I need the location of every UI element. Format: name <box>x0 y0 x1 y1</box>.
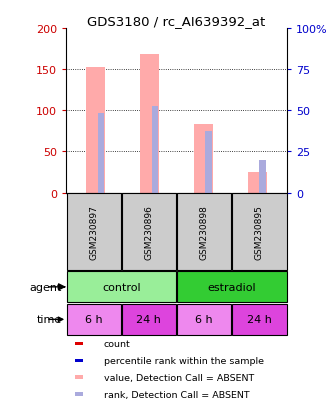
Text: 24 h: 24 h <box>247 315 272 325</box>
Bar <box>177 304 231 335</box>
Bar <box>232 194 286 270</box>
Bar <box>86 68 105 193</box>
Text: 6 h: 6 h <box>195 315 213 325</box>
Text: GSM230897: GSM230897 <box>89 205 98 259</box>
Text: count: count <box>104 339 130 348</box>
Bar <box>98 114 104 193</box>
Text: time: time <box>36 315 62 325</box>
Text: percentile rank within the sample: percentile rank within the sample <box>104 356 264 365</box>
Text: estradiol: estradiol <box>208 282 256 292</box>
Text: agent: agent <box>29 282 62 292</box>
Bar <box>75 342 83 345</box>
Text: GSM230898: GSM230898 <box>200 205 209 259</box>
Bar <box>140 55 159 193</box>
Title: GDS3180 / rc_AI639392_at: GDS3180 / rc_AI639392_at <box>87 15 266 28</box>
Bar <box>248 173 267 193</box>
Text: control: control <box>102 282 141 292</box>
Bar <box>194 125 213 193</box>
Bar <box>67 194 121 270</box>
Bar <box>177 272 286 303</box>
Bar <box>75 358 83 362</box>
Bar <box>206 132 212 193</box>
Bar <box>122 194 176 270</box>
Text: GSM230895: GSM230895 <box>255 205 264 259</box>
Bar <box>67 272 176 303</box>
Text: value, Detection Call = ABSENT: value, Detection Call = ABSENT <box>104 373 254 382</box>
Text: 24 h: 24 h <box>137 315 161 325</box>
Bar <box>67 304 121 335</box>
Bar <box>75 392 83 396</box>
Text: rank, Detection Call = ABSENT: rank, Detection Call = ABSENT <box>104 389 249 399</box>
Bar <box>151 107 158 193</box>
Bar <box>232 304 286 335</box>
Text: GSM230896: GSM230896 <box>145 205 153 259</box>
Bar <box>177 194 231 270</box>
Text: 6 h: 6 h <box>85 315 102 325</box>
Bar <box>259 160 266 193</box>
Bar <box>75 375 83 379</box>
Bar <box>122 304 176 335</box>
